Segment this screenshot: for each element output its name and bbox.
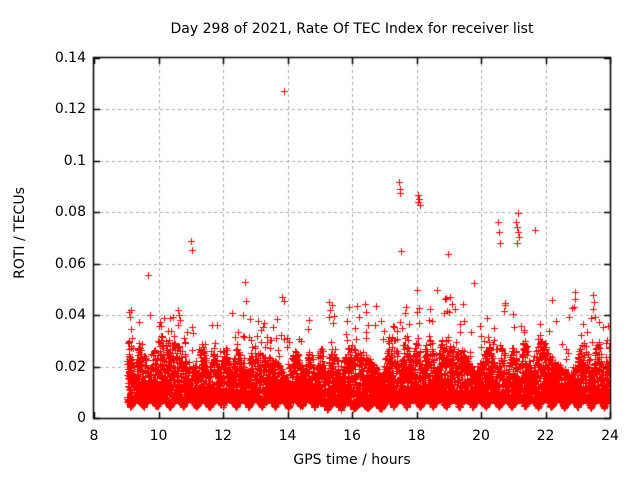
y-tick-label: 0.1 <box>63 152 86 169</box>
y-tick-label: 0.04 <box>54 307 86 324</box>
x-tick-label: 10 <box>149 428 168 444</box>
y-tick-label: 0.12 <box>54 101 86 118</box>
x-tick-label: 12 <box>214 428 232 444</box>
y-tick-label: 0 <box>77 410 86 426</box>
y-tick-label: 0.06 <box>54 255 86 272</box>
y-tick-label: 0.08 <box>54 204 86 221</box>
x-tick-label: 18 <box>407 428 426 444</box>
y-tick-label: 0.02 <box>54 358 86 375</box>
x-tick-label: 16 <box>343 428 361 444</box>
x-tick-label: 14 <box>278 428 297 444</box>
x-tick-label: 8 <box>89 428 99 444</box>
x-tick-label: 24 <box>601 428 619 444</box>
chart-title: Day 298 of 2021, Rate Of TEC Index for r… <box>170 21 534 37</box>
x-axis-label: GPS time / hours <box>293 452 411 468</box>
y-tick-label: 0.14 <box>54 50 86 66</box>
x-tick-label: 20 <box>472 428 490 444</box>
x-tick-label: 22 <box>536 428 555 444</box>
